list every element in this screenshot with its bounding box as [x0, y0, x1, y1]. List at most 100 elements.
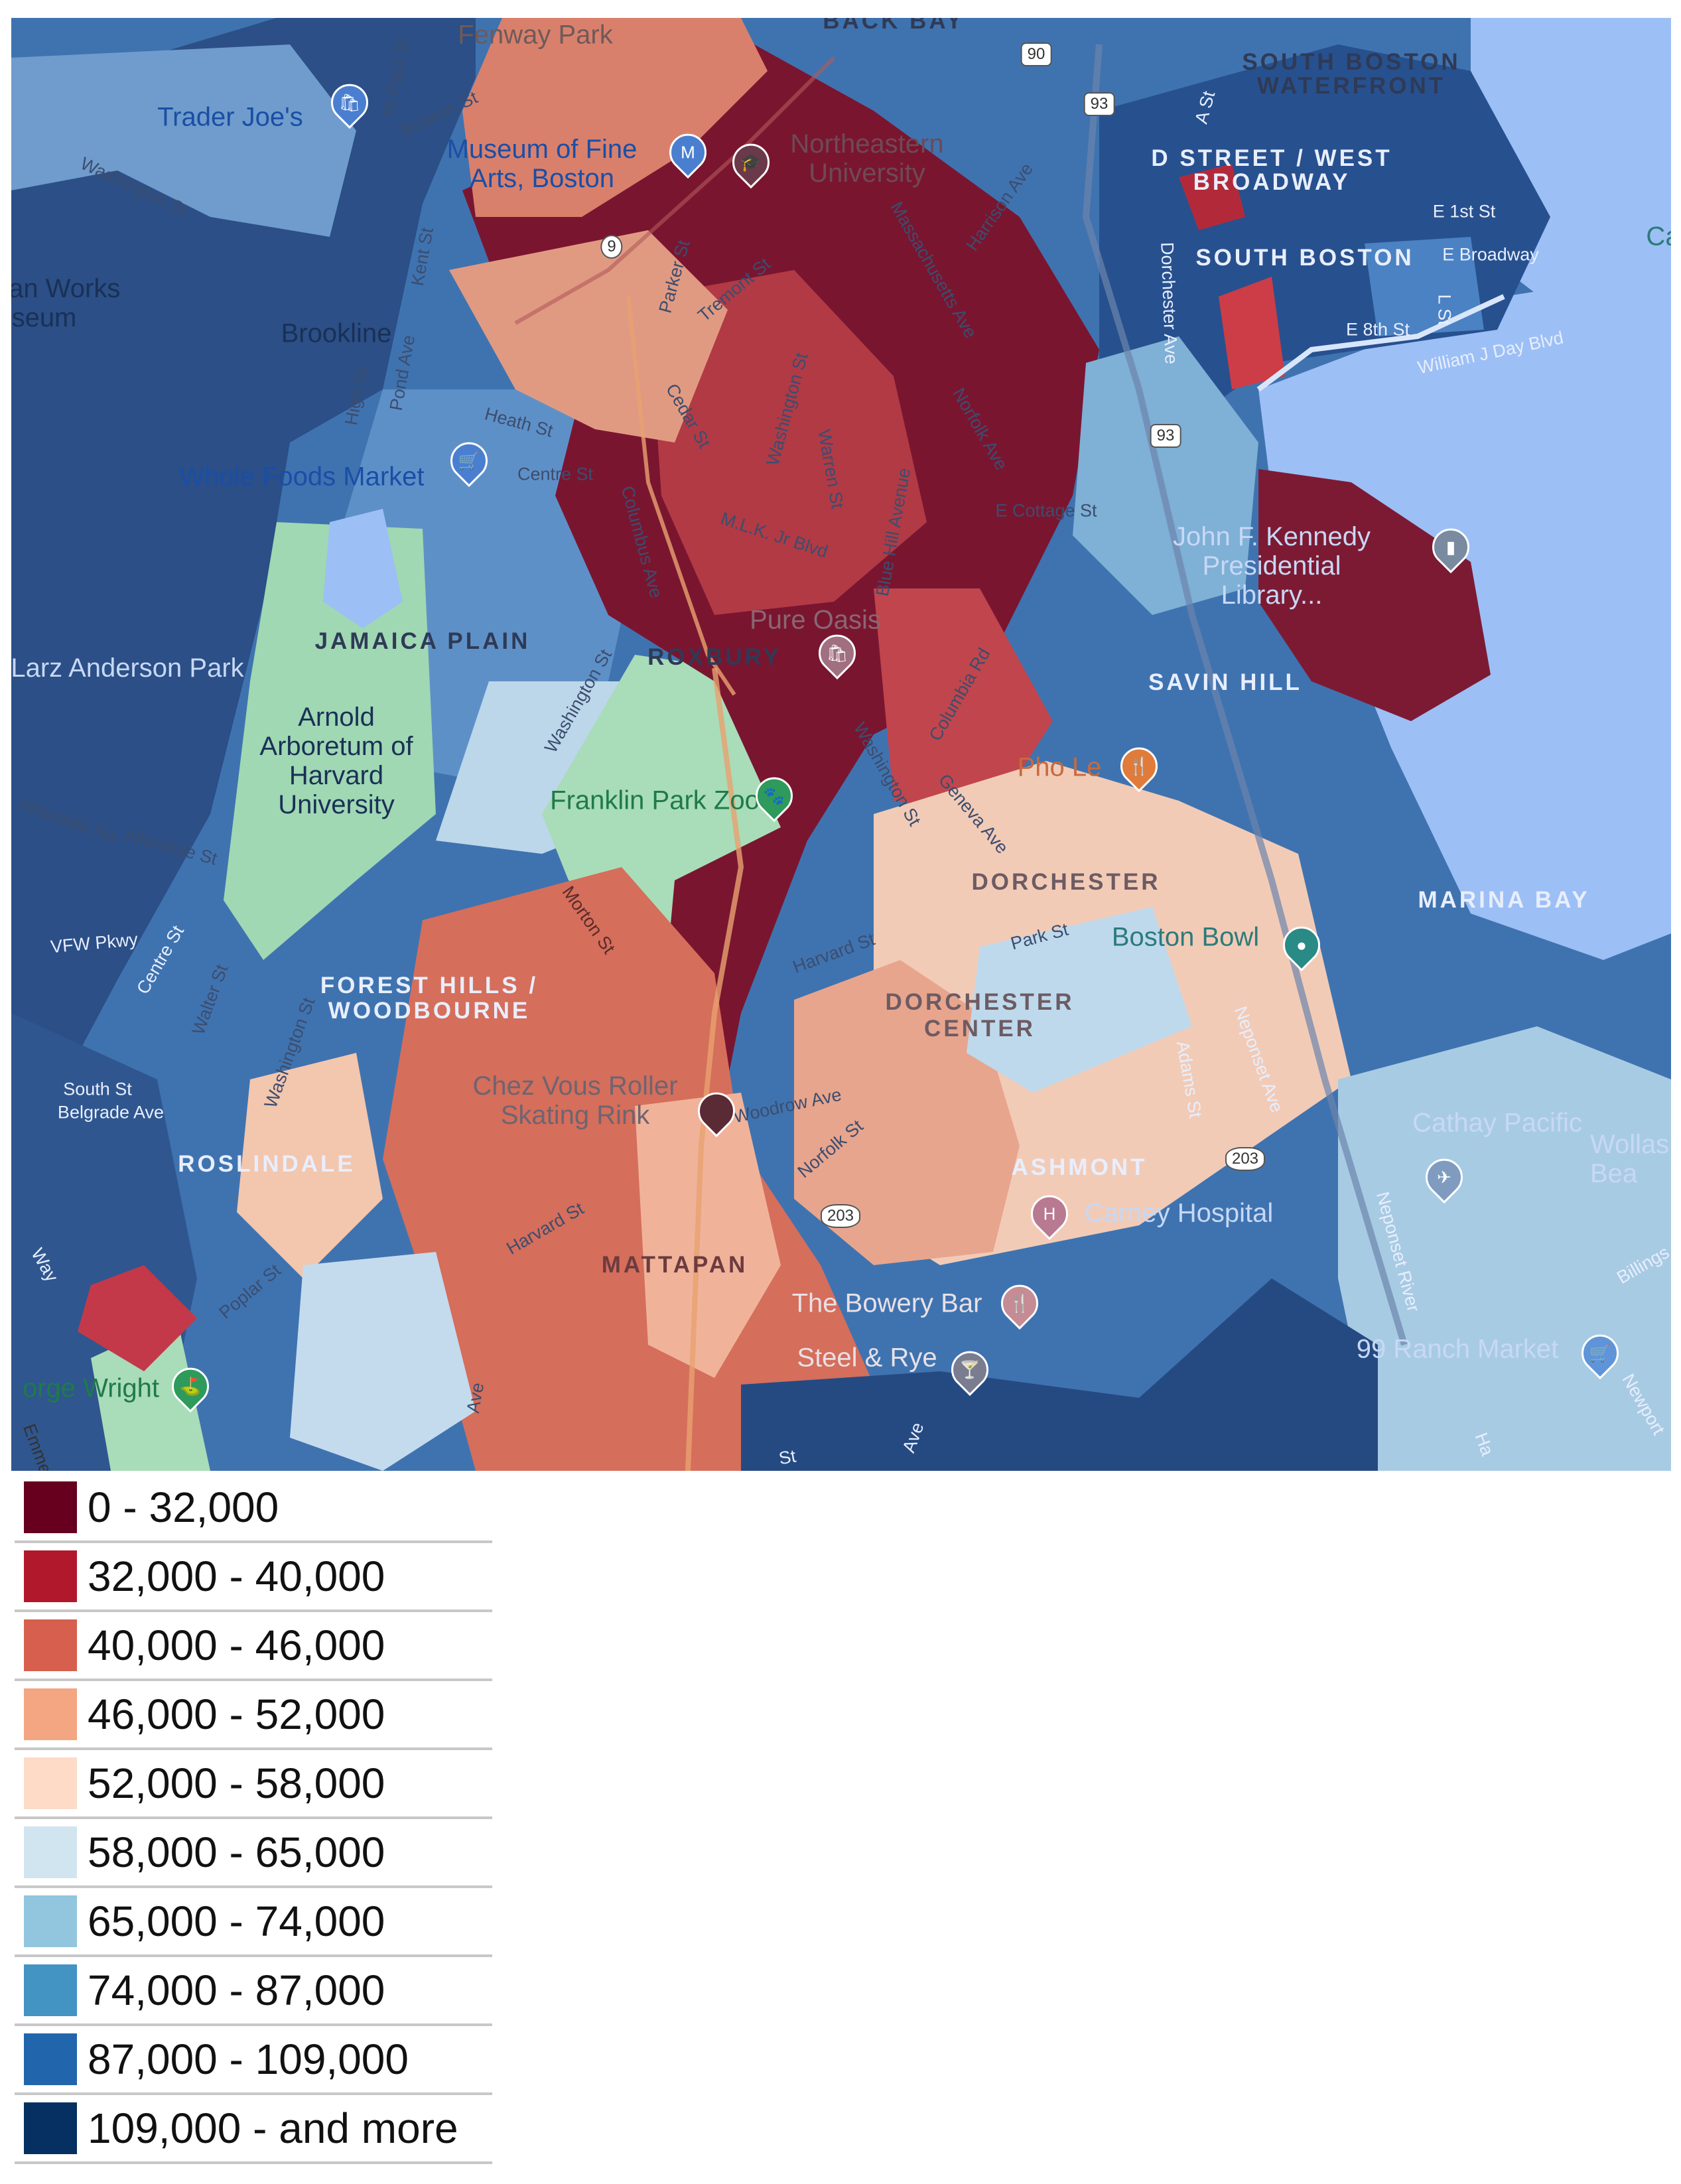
neighborhood-roxbury: ROXBURY — [647, 644, 781, 670]
region-west-light — [11, 44, 356, 237]
park-arboretum — [224, 522, 436, 960]
legend-swatch — [24, 1895, 77, 1947]
region-roslindale-peach — [237, 1053, 383, 1278]
region-roslindale-lightblue — [290, 1252, 476, 1471]
pond-jamaica — [323, 509, 403, 628]
legend-swatch — [24, 1964, 77, 2016]
place-museum-of-fine-arts[interactable]: Museum of Fine Arts, Boston — [446, 135, 638, 193]
street-ebroadway: E Broadway — [1442, 244, 1539, 265]
place-99-ranch[interactable]: 99 Ranch Market — [1356, 1334, 1559, 1364]
place-politan-works[interactable]: olitan Works Museum — [11, 274, 121, 332]
neighborhood-dorchester-center: DORCHESTER CENTER — [885, 989, 1075, 1042]
legend-row: 74,000 - 87,000 — [15, 1957, 492, 2026]
neighborhood-roslindale: ROSLINDALE — [178, 1151, 356, 1177]
legend-swatch — [24, 1550, 77, 1602]
neighborhood-south-boston: SOUTH BOSTON — [1195, 245, 1414, 271]
road-i93 — [1082, 44, 1408, 1346]
region-south-dark — [741, 1278, 1378, 1471]
region-jfk-red — [1258, 469, 1491, 721]
legend-row: 52,000 - 58,000 — [15, 1750, 492, 1819]
place-carney-hospital[interactable]: Carney Hospital — [1084, 1198, 1274, 1228]
place-pure-oasis[interactable]: Pure Oasis — [750, 605, 881, 635]
place-ca[interactable]: Ca — [1646, 222, 1671, 251]
legend-row: 0 - 32,000 — [15, 1474, 492, 1543]
legend: 0 - 32,000 32,000 - 40,000 40,000 - 46,000… — [15, 1474, 492, 2164]
street-dorchester-ave: Dorchester Ave — [1157, 241, 1181, 365]
neighborhood-south-boston-waterfront: SOUTH BOSTON WATERFRONT — [1242, 49, 1461, 99]
legend-label: 32,000 - 40,000 — [88, 1552, 385, 1600]
place-steel-rye[interactable]: Steel & Rye — [797, 1343, 937, 1373]
neighborhood-forest-hills: FOREST HILLS / WOODBOURNE — [320, 973, 539, 1024]
street-l-st: L St — [1434, 294, 1455, 326]
region-dorchester-lightblue — [967, 907, 1192, 1093]
legend-swatch — [24, 1688, 77, 1740]
place-northeastern[interactable]: Northeastern University — [790, 129, 944, 188]
route-shield-i93: 93 — [1083, 92, 1115, 116]
road-tremont — [514, 56, 836, 325]
street-south: South St — [63, 1079, 132, 1099]
neighborhood-d-street-west-broadway: D STREET / WEST BROADWAY — [1151, 145, 1392, 195]
legend-row: 32,000 - 40,000 — [15, 1543, 492, 1612]
legend-label: 46,000 - 52,000 — [88, 1690, 385, 1738]
region-sb-red2 — [1219, 277, 1285, 389]
neighborhood-mattapan: MATTAPAN — [601, 1252, 748, 1278]
legend-label: 40,000 - 46,000 — [88, 1621, 385, 1669]
street-belgrade: Belgrade Ave — [57, 1102, 165, 1123]
road-washington — [685, 667, 744, 1471]
region-fenway-salmon — [462, 18, 768, 217]
place-trader-joes[interactable]: Trader Joe's — [157, 102, 303, 132]
route-shield-r203-b: 203 — [820, 1204, 861, 1228]
place-whole-foods[interactable]: Whole Foods Market — [179, 462, 425, 492]
place-wollaston[interactable]: Wollas Bea — [1590, 1130, 1670, 1188]
legend-label: 87,000 - 109,000 — [88, 2035, 409, 2083]
place-boston-bowl[interactable]: Boston Bowl — [1111, 922, 1260, 952]
place-cathay-pacific[interactable]: Cathay Pacific — [1412, 1108, 1582, 1138]
region-roxbury-red — [648, 270, 927, 615]
region-jp-salmon — [449, 230, 728, 443]
place-george-wright[interactable]: orge Wright — [22, 1373, 160, 1403]
neighborhood-dorchester: DORCHESTER — [971, 869, 1161, 895]
place-fenway-park[interactable]: Fenway Park — [458, 20, 613, 50]
legend-swatch — [24, 1826, 77, 1878]
place-brookline: Brookline — [281, 318, 392, 348]
region-dorchester-peach — [794, 960, 1020, 1265]
route-shield-r203: 203 — [1225, 1147, 1266, 1171]
legend-label: 74,000 - 87,000 — [88, 1966, 385, 2014]
legend-row: 109,000 - and more — [15, 2095, 492, 2164]
place-pho-le[interactable]: Pho Le — [1017, 752, 1102, 782]
street-e8th: E 8th St — [1345, 319, 1410, 340]
legend-row: 87,000 - 109,000 — [15, 2026, 492, 2095]
legend-row: 58,000 - 65,000 — [15, 1819, 492, 1888]
place-franklin-park-zoo[interactable]: Franklin Park Zoo — [550, 785, 760, 815]
region-savinhill-blue — [1073, 336, 1258, 615]
region-mattapan-light — [635, 1093, 781, 1378]
legend-swatch — [24, 2102, 77, 2154]
neighborhood-ashmont: ASHMONT — [1011, 1154, 1148, 1180]
legend-label: 58,000 - 65,000 — [88, 1828, 385, 1876]
place-arnold-arboretum[interactable]: Arnold Arboretum of Harvard University — [259, 703, 413, 819]
legend-label: 0 - 32,000 — [88, 1483, 279, 1531]
choropleth-layer — [11, 18, 1671, 1471]
legend-swatch — [24, 2033, 77, 2085]
place-jfk-library[interactable]: John F. Kennedy Presidential Library... — [1173, 522, 1371, 610]
region-south-boston-mid — [1365, 237, 1484, 336]
legend-swatch — [24, 1481, 77, 1533]
legend-swatch — [24, 1619, 77, 1671]
legend-label: 65,000 - 74,000 — [88, 1897, 385, 1945]
route-shield-i90: 90 — [1020, 42, 1052, 66]
coastline — [1256, 294, 1505, 392]
neighborhood-jamaica-plain: JAMAICA PLAIN — [314, 628, 531, 654]
road-columbus — [626, 296, 736, 696]
place-larz-anderson[interactable]: Larz Anderson Park — [11, 653, 244, 683]
route-shield-r9: 9 — [600, 235, 623, 259]
place-bowery-bar[interactable]: The Bowery Bar — [791, 1288, 982, 1318]
region-sb-red — [1179, 164, 1245, 230]
region-dudley-red — [874, 588, 1053, 814]
route-shield-i93-south: 93 — [1150, 424, 1181, 448]
legend-row: 46,000 - 52,000 — [15, 1681, 492, 1750]
neighborhood-marina-bay: MARINA BAY — [1418, 887, 1590, 913]
income-map[interactable]: BACK BAY SOUTH BOSTON WATERFRONT D STREE… — [11, 18, 1671, 1471]
place-chez-vous[interactable]: Chez Vous Roller Skating Rink — [472, 1071, 678, 1130]
legend-swatch — [24, 1757, 77, 1809]
region-south-boston — [1099, 44, 1550, 429]
